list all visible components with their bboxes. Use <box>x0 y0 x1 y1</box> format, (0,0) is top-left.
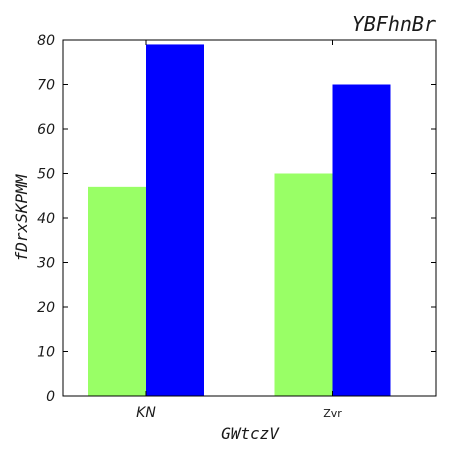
y-tick-label-60: 60 <box>37 122 55 138</box>
y-tick-label-80: 80 <box>37 33 55 49</box>
y-tick-label-20: 20 <box>37 300 55 316</box>
bar-zvr-series-1 <box>274 173 333 396</box>
x-axis-label: GWtczV <box>221 424 280 443</box>
y-tick-label-70: 70 <box>37 78 55 94</box>
bar-kn-series-1 <box>88 186 146 396</box>
y-tick-label-0: 0 <box>46 389 55 405</box>
y-tick-label-30: 30 <box>37 256 55 272</box>
x-tick-label-zvr: Zvr <box>323 407 342 420</box>
chart-title: YBFhnBr <box>352 12 436 36</box>
y-tick-label-40: 40 <box>37 211 55 227</box>
y-axis-label: fDrxSKPMM <box>12 173 31 261</box>
ticks-layer: KN Zvr 0 10 20 30 40 50 60 70 80 <box>37 33 436 421</box>
bar-zvr-series-2 <box>332 84 391 396</box>
x-tick-label-kn: KN <box>136 405 156 421</box>
y-tick-label-10: 10 <box>37 345 55 361</box>
bar-kn-series-2 <box>146 44 204 396</box>
y-tick-label-50: 50 <box>37 167 55 183</box>
bars-layer <box>88 44 391 396</box>
